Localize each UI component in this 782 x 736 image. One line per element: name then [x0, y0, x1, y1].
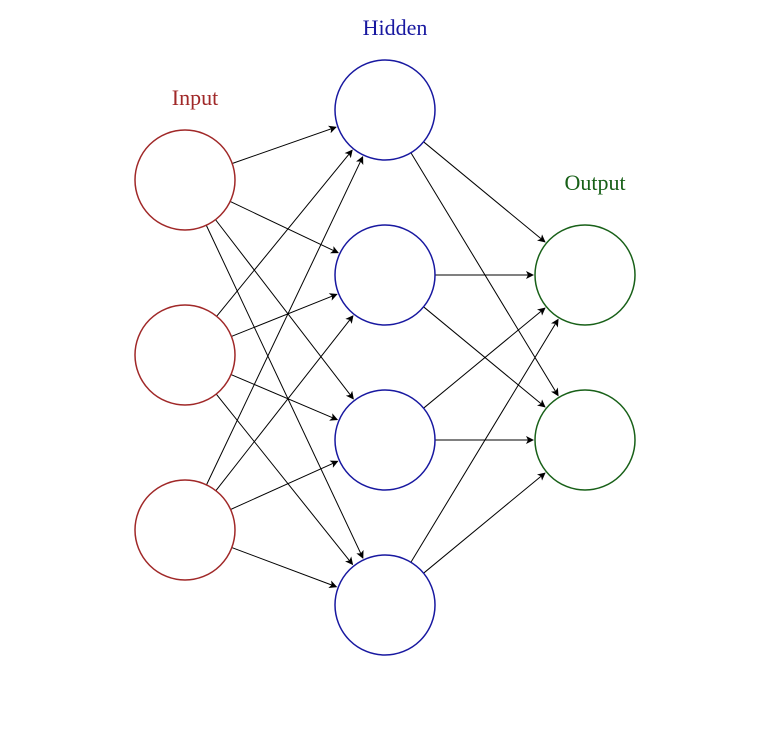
hidden-node — [335, 555, 435, 655]
output-label: Output — [564, 170, 625, 195]
input-node — [135, 130, 235, 230]
output-node — [535, 390, 635, 490]
input-node — [135, 305, 235, 405]
hidden-node — [335, 60, 435, 160]
hidden-node — [335, 225, 435, 325]
hidden-label: Hidden — [363, 15, 428, 40]
hidden-node — [335, 390, 435, 490]
input-node — [135, 480, 235, 580]
input-label: Input — [172, 85, 218, 110]
neural-network-diagram: Input Hidden Output — [0, 0, 782, 736]
output-node — [535, 225, 635, 325]
